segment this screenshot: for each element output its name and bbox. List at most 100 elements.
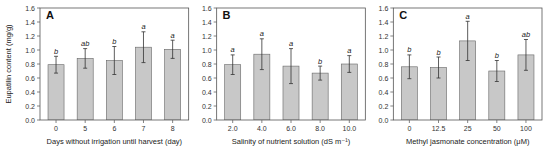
y-tick-label: 1.4 (25, 19, 35, 26)
y-tick-label: 0.6 (379, 75, 389, 82)
y-tick (37, 22, 40, 23)
y-tick-label: 0.4 (379, 89, 389, 96)
x-tick (56, 120, 57, 123)
x-tick-label: 12.5 (432, 125, 446, 132)
marks (48, 32, 181, 120)
y-tick-label: 1.6 (25, 5, 35, 12)
y-tick (37, 8, 40, 9)
y-tick (390, 8, 393, 9)
significance-label: b (318, 57, 322, 66)
y-tick (390, 106, 393, 107)
error-bar (466, 21, 470, 60)
x-tick (525, 120, 526, 123)
y-tick (214, 22, 217, 23)
y-tick (390, 78, 393, 79)
y-tick (390, 64, 393, 65)
y-tick (37, 78, 40, 79)
error-bar (231, 55, 235, 75)
significance-label: a (260, 29, 264, 38)
x-tick-label: 6 (112, 125, 116, 132)
y-tick-label: 0.2 (379, 103, 389, 110)
y-tick (37, 120, 40, 121)
x-tick-label: 8 (171, 125, 175, 132)
panel: 0.00.20.40.60.81.01.21.41.6babbaa05678Da… (4, 5, 189, 147)
significance-label: ab (522, 30, 530, 39)
y-tick (37, 36, 40, 37)
panel: 0.00.20.40.60.81.01.21.41.6bbabab012.525… (379, 5, 542, 147)
plot-frame (393, 8, 542, 120)
significance-label: a (347, 46, 351, 55)
y-tick-label: 0.8 (379, 61, 389, 68)
significance-label: a (141, 22, 145, 31)
significance-label: b (495, 51, 499, 60)
y-tick (214, 8, 217, 9)
y-tick (390, 120, 393, 121)
y-tick-label: 1.0 (379, 47, 389, 54)
panel: 0.00.20.40.60.81.01.21.41.6aaaba2.04.06.… (202, 5, 365, 147)
y-tick (390, 36, 393, 37)
error-bar (171, 40, 175, 58)
y-tick-label: 1.4 (202, 19, 212, 26)
error-bar (407, 55, 411, 79)
error-bar (54, 56, 58, 73)
error-bar (260, 39, 264, 70)
y-tick-label: 0.6 (25, 75, 35, 82)
x-tick (496, 120, 497, 123)
significance-label: a (231, 45, 235, 54)
error-bar (437, 57, 441, 78)
x-tick (320, 120, 321, 123)
y-tick-label: 0.8 (202, 61, 212, 68)
significance-label: b (112, 37, 116, 46)
y-tick-label: 0.2 (202, 103, 212, 110)
y-tick-label: 1.0 (25, 47, 35, 54)
y-tick (37, 50, 40, 51)
plot-frame (40, 8, 189, 120)
x-tick-label: 50 (493, 125, 501, 132)
y-tick-label: 1.0 (202, 47, 212, 54)
y-tick-label: 1.2 (379, 33, 389, 40)
significance-label: b (436, 48, 440, 57)
x-tick (114, 120, 115, 123)
error-bar (524, 40, 528, 71)
y-tick (214, 120, 217, 121)
x-tick (85, 120, 86, 123)
bar (341, 64, 357, 120)
x-tick-label: 25 (464, 125, 472, 132)
y-tick-label: 0.0 (379, 117, 389, 124)
y-tick (37, 64, 40, 65)
y-tick-label: 1.2 (25, 33, 35, 40)
x-axis-label: Days without irrigation until harvest (d… (47, 137, 183, 146)
error-bar (289, 49, 293, 84)
x-axis-label: Salinity of nutrient solution (dS m⁻¹) (232, 137, 351, 146)
bar (48, 65, 64, 120)
x-tick-label: 0 (407, 125, 411, 132)
y-tick (390, 92, 393, 93)
bar (312, 73, 328, 120)
y-tick-label: 0.2 (25, 103, 35, 110)
y-tick (214, 78, 217, 79)
x-tick (349, 120, 350, 123)
x-tick-label: 6.0 (286, 125, 296, 132)
x-tick (467, 120, 468, 123)
y-tick-label: 1.6 (379, 5, 389, 12)
significance-label: b (407, 45, 411, 54)
error-bar (318, 66, 322, 80)
y-tick (214, 64, 217, 65)
plot-frame (217, 8, 366, 120)
y-tick (37, 106, 40, 107)
y-tick (214, 106, 217, 107)
x-tick-label: 7 (142, 125, 146, 132)
x-tick (143, 120, 144, 123)
x-tick-label: 10.0 (342, 125, 356, 132)
significance-label: a (289, 39, 293, 48)
error-bar (112, 47, 116, 75)
y-tick-label: 0.4 (25, 89, 35, 96)
x-tick (409, 120, 410, 123)
y-tick-label: 0.8 (25, 61, 35, 68)
y-tick-label: 1.4 (379, 19, 389, 26)
y-tick (214, 36, 217, 37)
x-tick (261, 120, 262, 123)
panel-label: A (46, 9, 54, 21)
panel-label: B (223, 9, 231, 21)
y-tick-label: 0.0 (25, 117, 35, 124)
